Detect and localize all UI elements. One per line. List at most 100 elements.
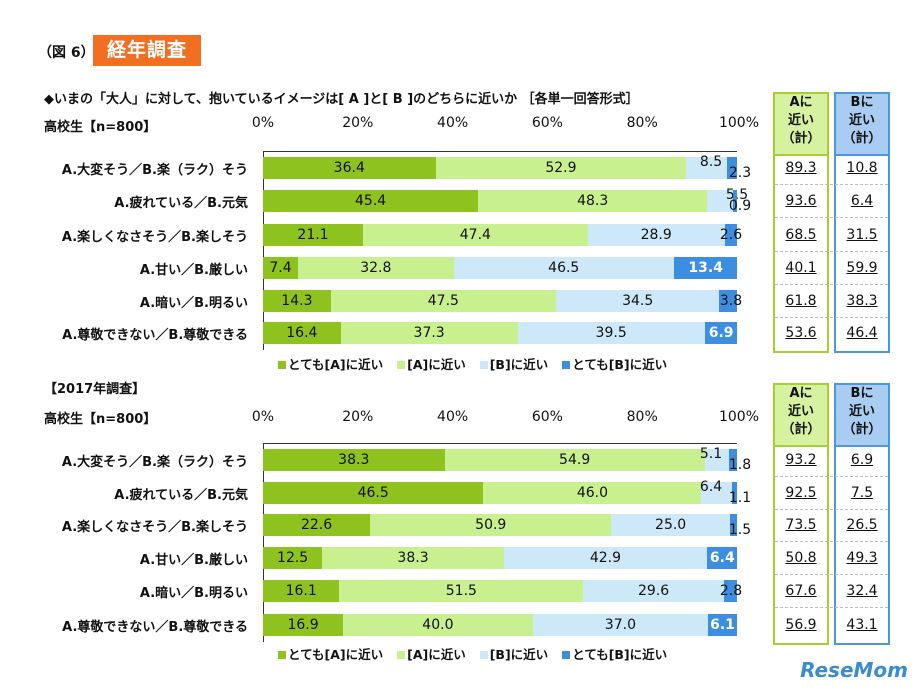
badge-label: 経年調査 <box>93 35 201 66</box>
bar-segment <box>708 614 737 636</box>
group-label: 高校生【n=800】 <box>44 412 157 427</box>
x-tick-label: 100% <box>718 409 760 425</box>
bar-segment <box>339 580 584 602</box>
a-total-header: Aに <box>789 95 813 110</box>
x-tick-label: 80% <box>626 115 658 131</box>
a-total-header: 近い <box>787 113 814 128</box>
bar-value-label: 48.3 <box>577 193 609 209</box>
bar-segment <box>704 322 738 344</box>
row-label: A.楽しくなさそう／B.楽しそう <box>61 520 248 535</box>
row-label: A.甘い／B.厳しい <box>139 553 248 568</box>
row-separator <box>775 217 888 218</box>
a-total-value: 89.3 <box>785 160 817 176</box>
row-label: A.甘い／B.厳しい <box>139 263 248 278</box>
legend-label: [A]に近い <box>407 647 466 662</box>
row-separator <box>775 574 888 575</box>
b-total-value: 6.4 <box>850 193 874 209</box>
a-total-header: Aに <box>789 386 813 401</box>
row-label: A.尊敬できない／B.尊敬できる <box>62 620 248 635</box>
bar-segment <box>263 290 331 312</box>
legend-label: [A]に近い <box>407 357 466 372</box>
legend-item: とても[A]に近い <box>278 354 383 373</box>
legend-swatch <box>562 651 571 659</box>
legend-swatch <box>397 361 406 369</box>
group-label: 高校生【n=800】 <box>44 120 157 135</box>
legend-item: とても[B]に近い <box>562 354 667 373</box>
bar-segment <box>707 190 734 212</box>
bar-segment <box>704 449 729 471</box>
a-total-header-bg <box>775 94 827 156</box>
row-label: A.尊敬できない／B.尊敬できる <box>62 328 248 343</box>
bar-value-label: 3.8 <box>719 293 743 309</box>
x-tick-label: 100% <box>718 115 760 131</box>
bar-segment <box>343 614 533 636</box>
row-separator <box>775 541 888 542</box>
legend-label: [B]に近い <box>489 647 549 662</box>
a-total-value: 73.5 <box>785 517 817 533</box>
bar-value-label: 45.4 <box>355 193 387 209</box>
bar-segment <box>728 449 738 471</box>
row-separator <box>775 184 888 185</box>
b-total-value: 32.4 <box>846 583 878 599</box>
b-total-header: 近い <box>848 113 875 128</box>
bar-value-label: 29.6 <box>637 583 670 599</box>
legend-swatch <box>397 651 406 659</box>
x-tick-label: 60% <box>531 115 563 131</box>
x-tick-label: 20% <box>342 409 374 425</box>
row-separator <box>775 317 888 318</box>
bar-value-label: 16.1 <box>285 583 317 599</box>
row-label: A.暗い／B.明るい <box>139 586 248 601</box>
a-total-header-bg <box>775 385 827 447</box>
bar-segment <box>719 290 738 312</box>
a-total-header: （計） <box>781 131 821 146</box>
b-total-value: 31.5 <box>846 227 878 243</box>
bar-segment <box>517 322 705 344</box>
bar-segment <box>263 547 323 569</box>
row-label: A.大変そう／B.楽（ラク）そう <box>61 455 248 470</box>
a-total-header-box <box>773 92 829 353</box>
legend-label: とても[A]に近い <box>288 357 384 372</box>
bar-value-label: 2.8 <box>719 583 743 599</box>
bar-segment <box>686 157 727 179</box>
bar-value-label: 1.5 <box>728 522 752 538</box>
axis-line <box>263 151 264 350</box>
bar-segment <box>503 547 708 569</box>
a-total-value: 40.1 <box>785 260 817 276</box>
b-total-header-bg <box>836 94 888 156</box>
bar-value-label: 6.9 <box>708 325 734 341</box>
legend-item: [A]に近い <box>397 354 466 373</box>
bar-value-label: 6.4 <box>709 550 735 566</box>
b-total-value: 38.3 <box>846 293 878 309</box>
bar-segment <box>263 449 445 471</box>
legend-item: とても[B]に近い <box>562 644 667 663</box>
axis-top-line <box>263 443 737 444</box>
bar-value-label: 8.5 <box>699 154 723 170</box>
bar-value-label: 1.8 <box>728 457 752 473</box>
legend-item: [A]に近い <box>397 644 466 663</box>
bar-value-label: 6.1 <box>710 617 735 633</box>
bar-segment <box>340 322 518 344</box>
b-total-header-box <box>834 92 890 353</box>
row-label: A.暗い／B.明るい <box>139 296 248 311</box>
legend-label: とても[A]に近い <box>288 647 384 662</box>
bar-value-label: 14.3 <box>281 293 313 309</box>
row-label: A.疲れている／B.元気 <box>114 196 248 211</box>
bar-segment <box>435 157 687 179</box>
row-separator <box>775 607 888 608</box>
row-label: A.疲れている／B.元気 <box>114 488 248 503</box>
bar-segment <box>478 190 708 212</box>
x-tick-label: 0% <box>251 115 275 131</box>
a-total-header: （計） <box>781 422 821 437</box>
bar-value-label: 51.5 <box>445 583 477 599</box>
axis-top-line <box>263 151 737 152</box>
figure-number: （図 6） <box>38 45 95 61</box>
bar-segment <box>363 224 588 246</box>
bar-value-label: 54.9 <box>559 452 591 468</box>
x-tick-label: 60% <box>531 409 563 425</box>
bar-value-label: 6.4 <box>699 479 723 495</box>
axis-line <box>263 443 264 642</box>
legend-label: とても[B]に近い <box>572 647 668 662</box>
bar-value-label: 16.9 <box>287 617 319 633</box>
bar-value-label: 1.1 <box>728 490 752 506</box>
